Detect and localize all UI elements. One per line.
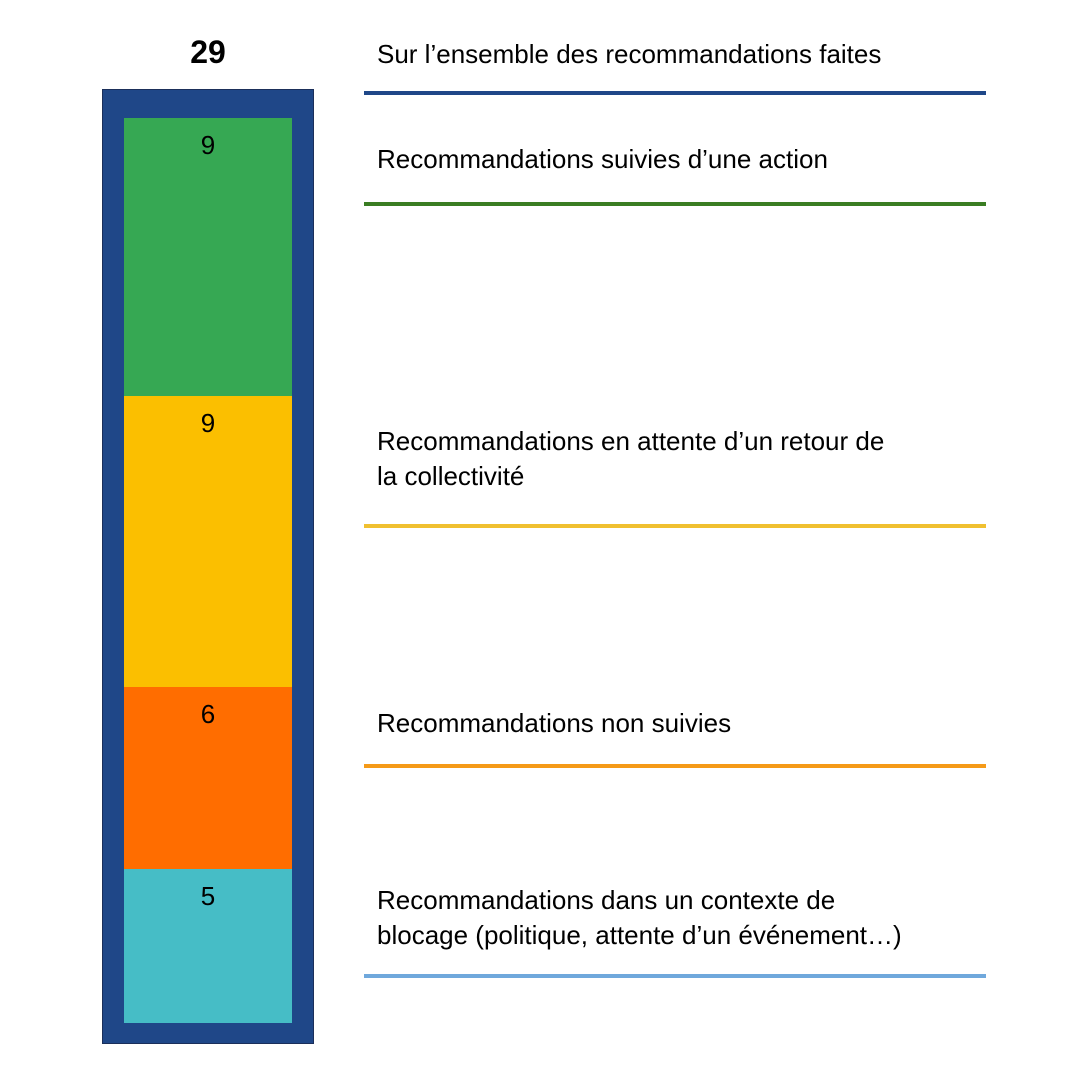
legend-line-non-suivies	[364, 764, 986, 768]
legend-label-action: Recommandations suivies d’une action	[377, 144, 828, 174]
segment-value-non-suivies: 6	[200, 699, 216, 729]
segment-value-blocage: 5	[200, 881, 216, 911]
legend-line-total	[364, 91, 986, 95]
bar-segment-action: 9	[124, 118, 292, 396]
total-value: 29	[190, 34, 226, 70]
legend-line-blocage	[364, 974, 986, 978]
bar-segment-blocage: 5	[124, 869, 292, 1023]
legend-label-non-suivies: Recommandations non suivies	[377, 708, 732, 738]
segment-value-attente: 9	[200, 408, 216, 438]
bar-segment-attente: 9	[124, 396, 292, 687]
segment-value-action: 9	[200, 130, 216, 160]
legend-line-attente	[364, 524, 986, 528]
legend-label-total: Sur l’ensemble des recommandations faite…	[377, 39, 882, 69]
legend-label-attente: Recommandations en attente d’un retour d…	[377, 426, 885, 491]
bar-segment-non-suivies: 6	[124, 687, 292, 869]
legend-label-blocage: Recommandations dans un contexte de bloc…	[377, 885, 902, 950]
legend-line-action	[364, 202, 986, 206]
